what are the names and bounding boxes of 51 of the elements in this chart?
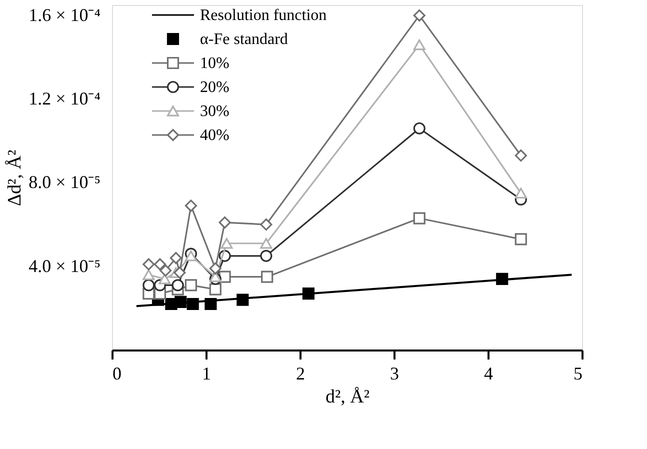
point bbox=[184, 279, 198, 292]
point bbox=[184, 200, 198, 212]
point bbox=[302, 288, 315, 300]
point bbox=[514, 233, 527, 246]
x-tick-label: 3 bbox=[390, 364, 399, 384]
legend-label: 10% bbox=[200, 55, 230, 72]
point bbox=[172, 279, 184, 292]
point bbox=[413, 39, 426, 50]
legend-label: 40% bbox=[200, 127, 230, 144]
point bbox=[220, 238, 233, 249]
point bbox=[218, 216, 231, 228]
y-tick-label: 1.6 × 10⁻⁴ bbox=[28, 4, 100, 25]
point bbox=[142, 279, 155, 292]
y-axis-title: Δd², Å² bbox=[4, 150, 26, 206]
y-tick-label: 1.2 × 10⁻⁴ bbox=[28, 88, 100, 109]
x-tick-label: 0 bbox=[112, 364, 122, 384]
point bbox=[158, 274, 171, 284]
point bbox=[260, 250, 272, 262]
x-tick-label: 4 bbox=[484, 364, 493, 384]
point bbox=[413, 122, 426, 134]
point bbox=[413, 9, 426, 22]
legend-label: Resolution function bbox=[200, 7, 327, 24]
point bbox=[154, 258, 166, 270]
point bbox=[260, 218, 272, 231]
point bbox=[514, 188, 527, 199]
legend-label: 30% bbox=[200, 103, 230, 120]
legend-label: 20% bbox=[200, 79, 230, 96]
x-tick-label: 2 bbox=[296, 364, 305, 384]
point bbox=[186, 298, 199, 310]
point bbox=[160, 264, 172, 277]
point bbox=[496, 272, 508, 285]
point bbox=[413, 212, 426, 224]
y-tick-label: 4.0 × 10⁻⁵ bbox=[28, 256, 100, 276]
point bbox=[174, 266, 186, 279]
x-axis-title: d², Å² bbox=[325, 386, 370, 408]
point bbox=[174, 296, 187, 308]
point bbox=[184, 250, 198, 262]
x-tick-label: 1 bbox=[202, 364, 211, 384]
legend-label: α-Fe standard bbox=[200, 31, 288, 48]
point bbox=[142, 258, 155, 270]
point bbox=[209, 262, 222, 274]
point bbox=[260, 238, 272, 249]
point bbox=[514, 150, 527, 162]
point bbox=[261, 270, 274, 283]
point bbox=[204, 298, 217, 310]
x-tick-label: 5 bbox=[574, 364, 582, 384]
point bbox=[142, 269, 155, 280]
point bbox=[236, 294, 249, 306]
y-tick-label: 8.0 × 10⁻⁵ bbox=[28, 172, 100, 192]
point bbox=[209, 283, 222, 296]
point bbox=[170, 252, 182, 264]
